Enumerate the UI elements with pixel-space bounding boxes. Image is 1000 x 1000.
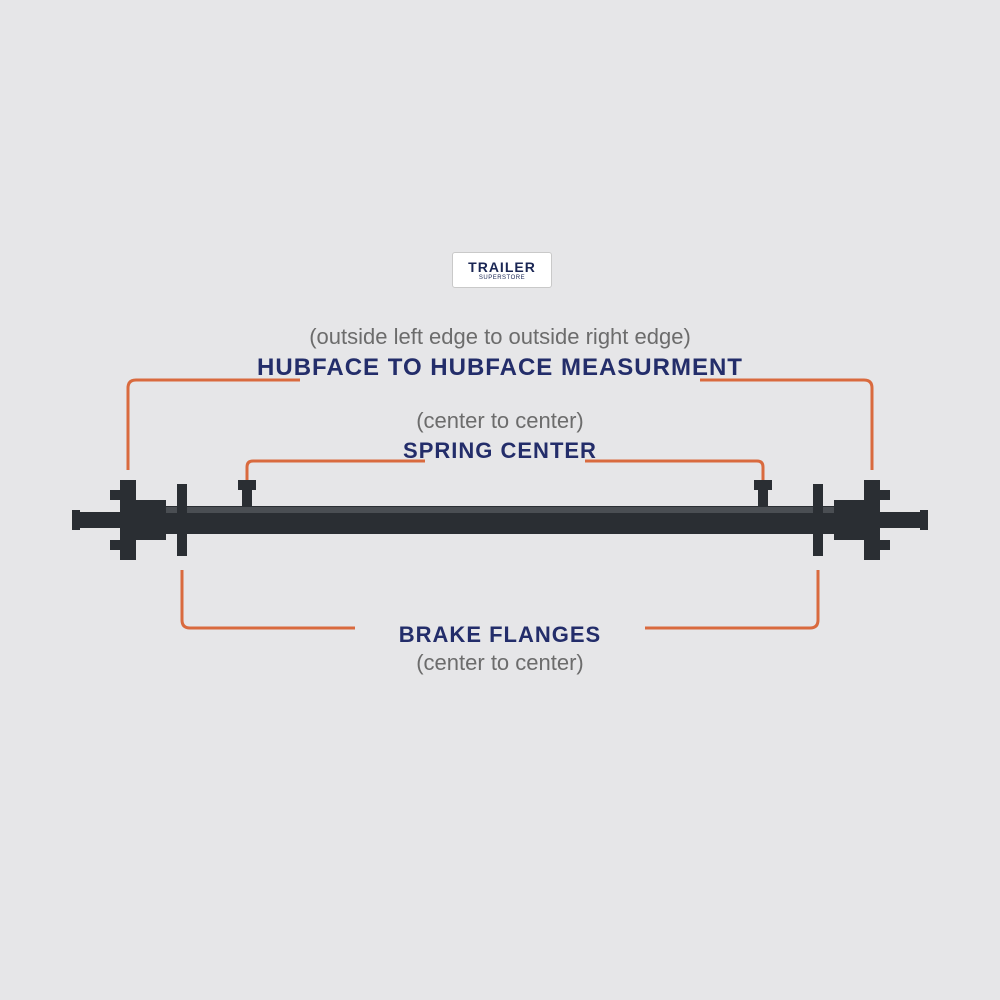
spindle-left (72, 500, 166, 540)
spring-bolt-right (754, 480, 772, 506)
spring-bolt-left (238, 480, 256, 506)
spindle-right (834, 500, 928, 540)
spring-bracket (247, 461, 763, 486)
hubface-bracket (128, 380, 872, 470)
axle-diagram (0, 0, 1000, 1000)
brake-flange-left (177, 484, 187, 556)
brake-flange-right (813, 484, 823, 556)
axle-tube (165, 506, 835, 534)
brake-bracket (182, 570, 818, 628)
